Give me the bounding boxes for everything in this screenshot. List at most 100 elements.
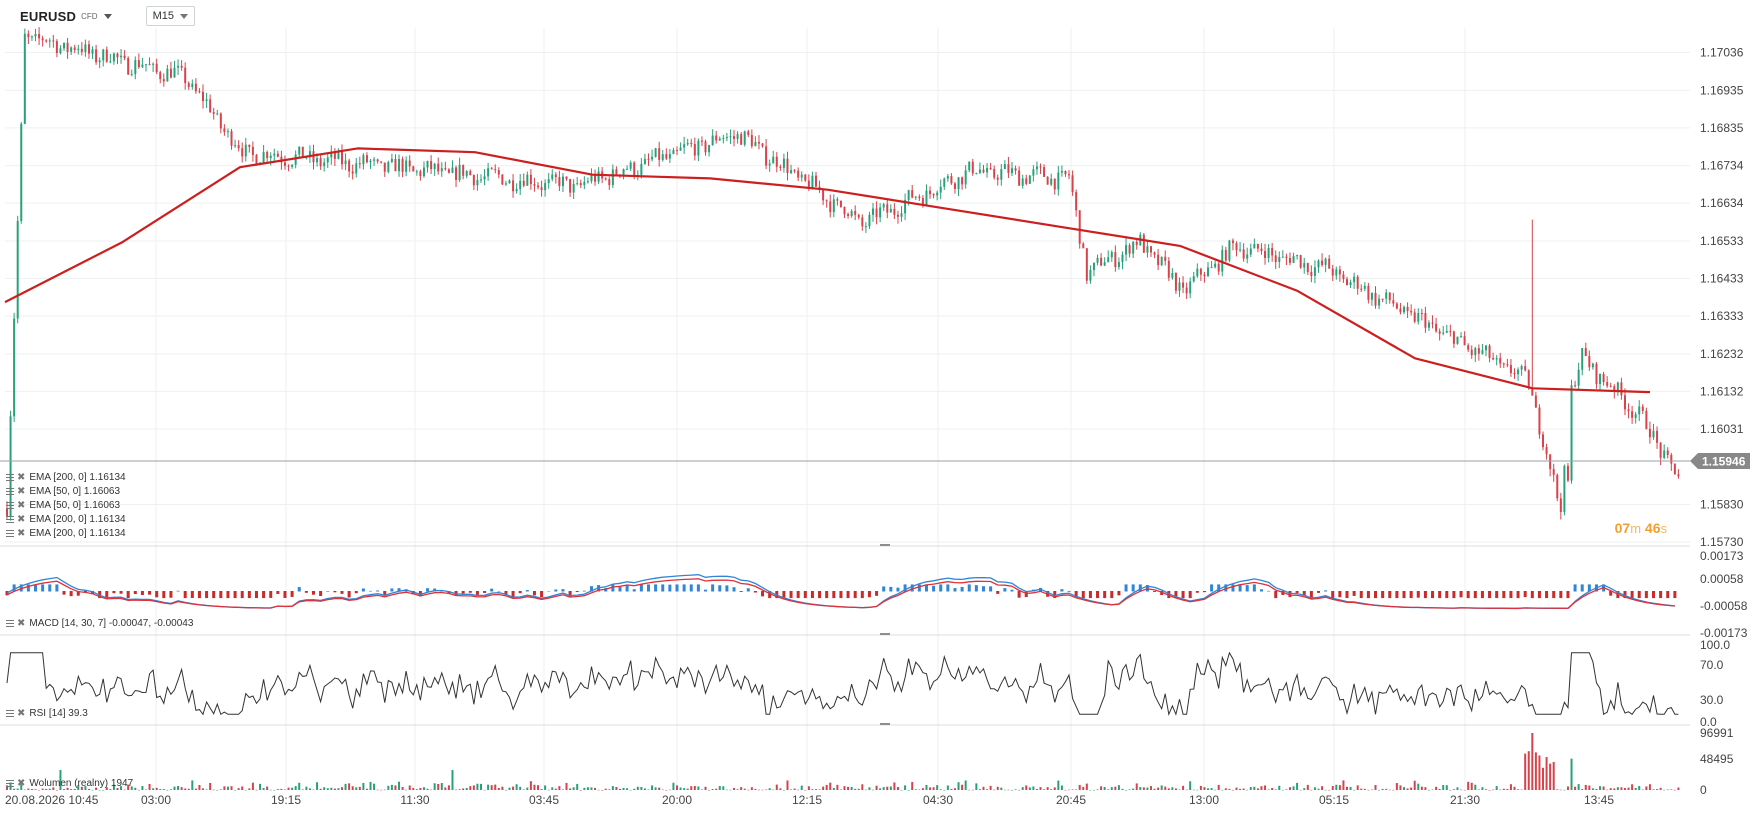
volume-bar — [301, 789, 304, 790]
volume-bar — [765, 789, 768, 791]
volume-bar — [790, 789, 793, 790]
close-icon[interactable]: ✖ — [17, 500, 26, 511]
settings-icon[interactable] — [6, 474, 14, 481]
candle-body — [968, 161, 971, 171]
close-icon[interactable]: ✖ — [17, 472, 26, 483]
settings-icon[interactable] — [6, 710, 14, 717]
symbol-dropdown-icon[interactable] — [103, 13, 112, 19]
legend-label: EMA [50, 0] 1.16063 — [29, 486, 121, 497]
candle-body — [476, 180, 479, 186]
volume-bar — [1445, 785, 1448, 790]
candle-body — [66, 42, 69, 52]
volume-bar — [1338, 785, 1341, 790]
volume-bar — [911, 781, 914, 790]
settings-icon[interactable] — [6, 516, 14, 523]
macd-bar — [1302, 591, 1306, 596]
settings-icon[interactable] — [6, 620, 14, 627]
volume-bar — [1484, 789, 1487, 790]
macd-bar — [867, 591, 871, 598]
panel-resize-handle — [880, 723, 890, 725]
volume-bar — [1599, 786, 1602, 790]
symbol-selector[interactable]: EURUSD — [20, 8, 77, 24]
candle-body — [483, 176, 486, 180]
macd-bar — [1188, 591, 1192, 599]
candle-body — [98, 60, 101, 63]
volume-bar — [95, 787, 98, 790]
candle-body — [1492, 357, 1495, 360]
candle-body — [1559, 498, 1562, 513]
macd-bar — [62, 591, 66, 595]
settings-icon[interactable] — [6, 780, 14, 787]
volume-bar — [490, 785, 493, 790]
legend-ema-1[interactable]: ✖ EMA [200, 0] 1.16134 — [6, 472, 126, 483]
volume-bar — [1228, 788, 1231, 790]
candle-body — [102, 49, 105, 61]
candle-body — [23, 33, 26, 124]
candle-body — [1556, 474, 1559, 499]
volume-bar — [1064, 789, 1067, 791]
macd-bar — [361, 588, 365, 592]
candle-body — [1018, 170, 1021, 186]
macd-bar — [1324, 590, 1328, 592]
close-icon[interactable]: ✖ — [17, 528, 26, 539]
close-icon[interactable]: ✖ — [17, 514, 26, 525]
macd-bar — [1502, 591, 1506, 599]
candle-body — [134, 60, 137, 75]
volume-bar — [305, 786, 308, 790]
macd-bar — [1174, 591, 1178, 599]
volume-bar — [1456, 787, 1459, 790]
close-icon[interactable]: ✖ — [17, 778, 26, 789]
candle-body — [1410, 310, 1413, 313]
candle-body — [725, 136, 728, 138]
candle-body — [266, 152, 269, 159]
volume-bar — [1313, 787, 1316, 790]
timeframe-selector[interactable]: M15 — [145, 6, 195, 26]
volume-bar — [533, 784, 536, 790]
legend-rsi[interactable]: ✖ RSI [14] 39.3 — [6, 708, 88, 719]
volume-bar — [1403, 787, 1406, 790]
macd-bar — [1138, 584, 1142, 592]
settings-icon[interactable] — [6, 502, 14, 509]
macd-bar — [974, 585, 978, 592]
volume-bar — [1235, 787, 1238, 790]
legend-ema-4[interactable]: ✖ EMA [200, 0] 1.16134 — [6, 514, 126, 525]
macd-bar — [1573, 584, 1577, 592]
volume-bar — [565, 782, 568, 790]
close-icon[interactable]: ✖ — [17, 486, 26, 497]
candle-body — [1506, 364, 1509, 366]
macd-bar — [860, 591, 864, 599]
volume-bar — [1239, 788, 1242, 790]
candle-body — [850, 210, 853, 216]
macd-bar — [1281, 591, 1285, 595]
macd-bar — [589, 586, 593, 592]
candle-body — [886, 204, 889, 213]
countdown-seconds-unit: s — [1660, 521, 1668, 536]
volume-bar — [651, 785, 654, 790]
volume-bar — [1185, 789, 1188, 791]
legend-ema-5[interactable]: ✖ EMA [200, 0] 1.16134 — [6, 528, 126, 539]
close-icon[interactable]: ✖ — [17, 708, 26, 719]
legend-ema-3[interactable]: ✖ EMA [50, 0] 1.16063 — [6, 500, 120, 511]
legend-ema-2[interactable]: ✖ EMA [50, 0] 1.16063 — [6, 486, 120, 497]
candle-body — [832, 199, 835, 213]
candle-body — [458, 164, 461, 180]
volume-bar — [1524, 753, 1527, 790]
settings-icon[interactable] — [6, 488, 14, 495]
volume-bar — [1310, 789, 1313, 791]
volume-bar — [1449, 789, 1452, 791]
legend-macd[interactable]: ✖ MACD [14, 30, 7] -0.00047, -0.00043 — [6, 618, 193, 629]
candle-body — [1420, 313, 1423, 315]
macd-bar — [1217, 584, 1221, 592]
candle-body — [1346, 279, 1348, 286]
settings-icon[interactable] — [6, 530, 14, 537]
legend-volume[interactable]: ✖ Wolumen (realny) 1947 — [6, 778, 133, 789]
macd-bar — [739, 591, 743, 592]
chevron-down-icon[interactable] — [179, 13, 188, 19]
close-icon[interactable]: ✖ — [17, 618, 26, 629]
candle-body — [561, 176, 564, 187]
candle-body — [55, 41, 58, 54]
volume-bar — [1149, 786, 1152, 790]
candle-body — [1221, 249, 1224, 272]
volume-bar — [1011, 789, 1013, 791]
